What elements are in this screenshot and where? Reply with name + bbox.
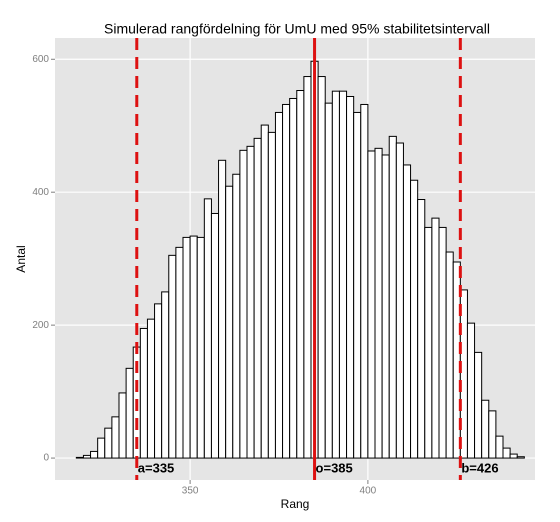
- y-tick-label: 0: [43, 453, 49, 464]
- bar: [445, 251, 454, 459]
- bar: [154, 303, 163, 459]
- bar: [189, 235, 198, 459]
- bar: [196, 236, 205, 459]
- bar: [182, 236, 191, 459]
- bar: [125, 367, 134, 459]
- bar: [474, 351, 483, 459]
- y-tick-label: 400: [32, 187, 49, 198]
- bar: [274, 111, 284, 459]
- bar: [118, 392, 127, 459]
- bar: [289, 97, 298, 459]
- bar: [139, 327, 148, 459]
- bar: [97, 437, 106, 459]
- bar: [488, 410, 497, 459]
- bar: [410, 179, 419, 459]
- bar: [509, 453, 518, 459]
- bar: [353, 111, 362, 459]
- bar: [381, 154, 390, 459]
- bar: [502, 447, 511, 459]
- bar: [175, 246, 184, 459]
- x-axis-label: Rang: [281, 497, 310, 511]
- bar: [374, 147, 383, 459]
- bar: [516, 456, 525, 459]
- bar: [296, 90, 305, 459]
- reference-label: b=426: [461, 460, 498, 475]
- reference-label: o=385: [316, 460, 353, 475]
- bar: [317, 76, 326, 459]
- bar: [481, 399, 490, 459]
- bar: [239, 149, 248, 459]
- x-tick-label: 350: [182, 486, 199, 497]
- bar: [424, 226, 433, 459]
- bar: [402, 164, 412, 459]
- bar: [367, 150, 376, 459]
- bar: [324, 102, 333, 459]
- bar: [303, 76, 312, 459]
- y-axis-label: Antal: [14, 245, 28, 272]
- chart-title: Simulerad rangfördelning för UmU med 95%…: [104, 21, 490, 37]
- y-tick-label: 200: [32, 320, 49, 331]
- bar: [388, 135, 397, 459]
- bar: [90, 450, 99, 459]
- y-tick-label: 600: [32, 54, 49, 65]
- bar: [225, 185, 234, 459]
- bar: [431, 217, 440, 459]
- bar: [338, 90, 348, 459]
- bar: [260, 124, 269, 459]
- bar: [346, 95, 355, 459]
- bar: [146, 318, 156, 459]
- bar: [82, 454, 92, 459]
- reference-label: a=335: [138, 460, 175, 475]
- bar: [253, 137, 262, 459]
- bar: [210, 212, 220, 459]
- x-tick-label: 400: [360, 486, 377, 497]
- bar: [466, 322, 476, 459]
- bar: [232, 173, 241, 459]
- bar: [267, 131, 276, 459]
- bar: [395, 142, 404, 459]
- bar: [438, 226, 447, 459]
- bar: [282, 103, 291, 459]
- bar: [360, 103, 369, 459]
- bar: [246, 145, 255, 459]
- bar: [75, 456, 84, 459]
- bar: [417, 199, 426, 459]
- bar: [104, 427, 113, 459]
- bar: [203, 198, 212, 459]
- bar: [495, 435, 504, 459]
- bar: [218, 159, 227, 459]
- bar: [111, 416, 120, 459]
- bar: [161, 291, 170, 459]
- bar: [331, 90, 340, 459]
- bar: [168, 254, 177, 459]
